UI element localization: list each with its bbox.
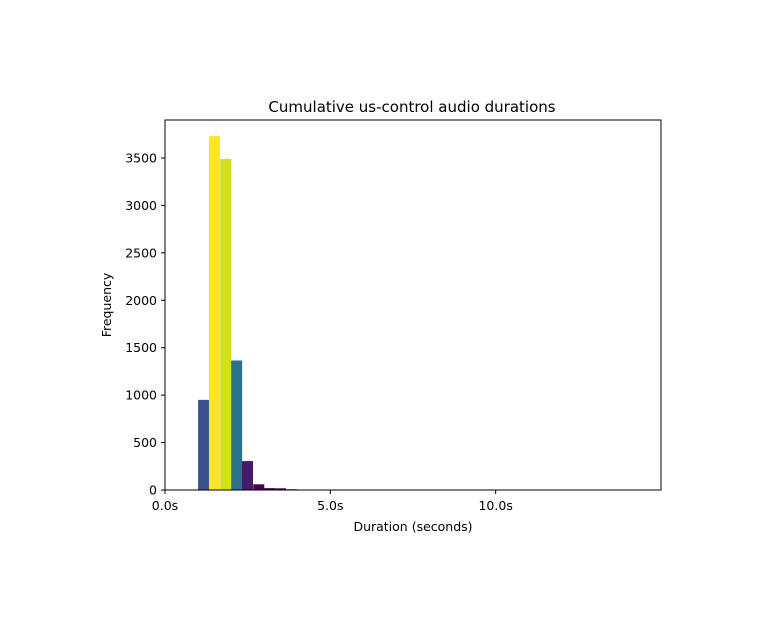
y-tick-label-7: 3500 xyxy=(125,150,157,165)
y-axis-ticks: 0 500 1000 1500 2000 2500 3000 3500 xyxy=(125,150,165,498)
bar-6 xyxy=(264,488,276,490)
bar-5 xyxy=(253,484,265,490)
x-axis-label: Duration (seconds) xyxy=(353,519,472,534)
y-tick-label-2: 1000 xyxy=(125,388,157,403)
x-tick-label-0: 0.0s xyxy=(152,498,178,513)
y-tick-label-3: 1500 xyxy=(125,340,157,355)
bar-3 xyxy=(231,360,243,490)
bar-1 xyxy=(208,136,220,490)
y-tick-label-5: 2500 xyxy=(125,245,157,260)
x-axis-ticks: 0.0s 5.0s 10.0s xyxy=(152,490,513,513)
chart-title: Cumulative us-control audio durations xyxy=(268,98,555,116)
bar-2 xyxy=(220,158,232,490)
y-axis-label: Frequency xyxy=(99,272,114,337)
y-tick-label-1: 500 xyxy=(133,435,157,450)
y-tick-label-0: 0 xyxy=(149,483,157,498)
bar-0 xyxy=(198,399,210,490)
bars-group xyxy=(198,136,309,490)
x-tick-label-1: 5.0s xyxy=(317,498,343,513)
bar-7 xyxy=(275,488,287,490)
x-tick-label-2: 10.0s xyxy=(478,498,512,513)
y-tick-label-4: 2000 xyxy=(125,293,157,308)
plot-frame xyxy=(164,119,662,491)
y-tick-label-6: 3000 xyxy=(125,198,157,213)
bar-4 xyxy=(242,461,254,490)
